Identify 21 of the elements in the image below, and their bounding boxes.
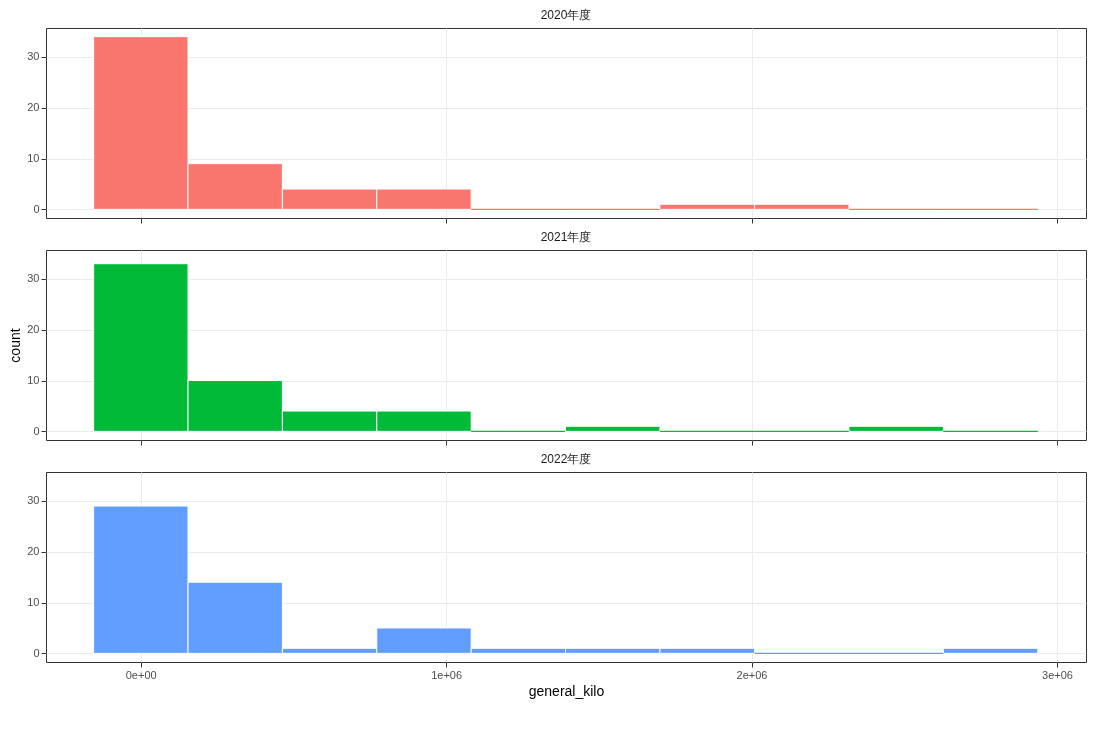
y-tick-label: 0	[33, 646, 40, 659]
x-tick-label: 0e+00	[125, 668, 157, 681]
x-tick-label: 2e+06	[736, 668, 768, 681]
y-tick-label: 10	[27, 596, 40, 609]
y-tick-label: 10	[27, 374, 40, 387]
y-tick-label: 0	[33, 202, 40, 215]
y-axis-title: count	[7, 328, 24, 363]
chart-title: 2020年度	[540, 8, 592, 22]
x-axis-title: general_kilo	[528, 682, 605, 699]
y-tick-label: 30	[27, 272, 40, 285]
x-tick-label: 1e+06	[431, 668, 463, 681]
chart-title: 2022年度	[540, 452, 592, 466]
y-tick-label: 30	[27, 494, 40, 507]
y-tick-label: 30	[27, 50, 40, 63]
chart-title: 2021年度	[540, 230, 592, 244]
y-tick-label: 0	[33, 424, 40, 437]
y-tick-label: 20	[27, 101, 40, 114]
x-tick-label: 3e+06	[1042, 668, 1073, 681]
y-tick-label: 20	[27, 545, 40, 558]
y-tick-label: 20	[27, 323, 40, 336]
y-tick-label: 10	[27, 152, 40, 165]
